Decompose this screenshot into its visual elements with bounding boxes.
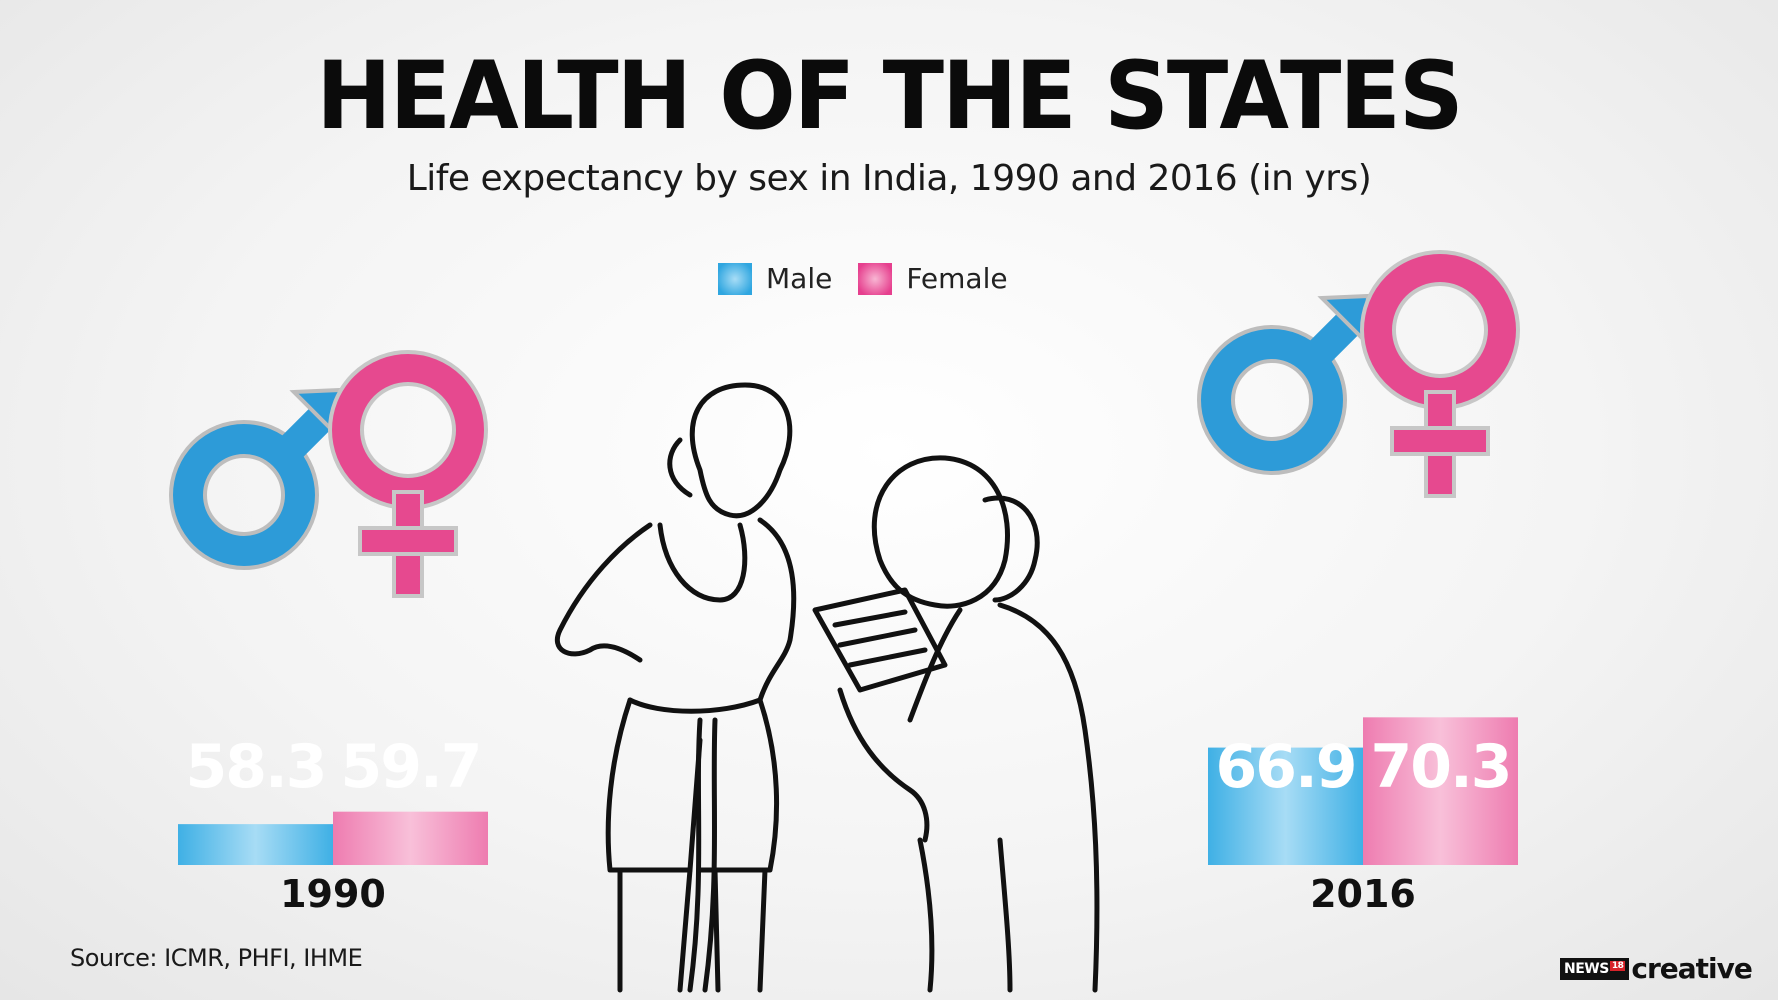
source-note: Source: ICMR, PHFI, IHME: [70, 944, 363, 972]
category-label-2016: 2016: [1310, 872, 1416, 916]
legend-swatch-female: [858, 262, 893, 295]
category-label-1990: 1990: [280, 872, 386, 916]
logo-brand: NEWS: [1564, 960, 1609, 977]
logo-suffix: creative: [1631, 952, 1753, 985]
legend: Male Female: [718, 262, 1034, 295]
doctor-patient-illustration: [554, 382, 1100, 993]
bars-group: 58.3 59.7 1990 66.9 70.3 2016: [178, 717, 1518, 916]
legend-item-female: Female: [858, 262, 1008, 295]
value-label-female-1990: 59.7: [340, 732, 480, 802]
bar-female-2016: [1363, 717, 1518, 865]
value-label-male-1990: 58.3: [185, 732, 325, 802]
female-symbol-icon: [328, 350, 488, 598]
legend-swatch-male: [718, 262, 752, 295]
logo-news-box: NEWS 18: [1560, 957, 1630, 980]
chart-title: HEALTH OF THE STATES: [316, 41, 1463, 152]
male-symbol-icon: [169, 387, 343, 570]
bar-female-1990: [333, 811, 488, 865]
legend-label-female: Female: [906, 262, 1008, 295]
legend-label-male: Male: [766, 262, 833, 295]
news18-creative-logo: NEWS 18 creative: [1560, 952, 1753, 985]
value-label-male-2016: 66.9: [1215, 732, 1355, 802]
legend-item-male: Male: [718, 262, 832, 295]
logo-number: 18: [1609, 960, 1626, 971]
male-symbol-icon: [1197, 293, 1371, 475]
chart-subtitle: Life expectancy by sex in India, 1990 an…: [406, 158, 1372, 199]
value-label-female-2016: 70.3: [1370, 732, 1510, 802]
bar-male-1990: [178, 824, 333, 865]
bar-male-2016: [1208, 747, 1363, 865]
female-symbol-icon: [1360, 250, 1520, 498]
